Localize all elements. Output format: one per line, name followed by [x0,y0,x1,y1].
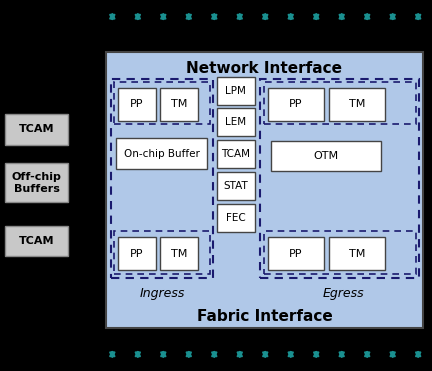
Text: FEC: FEC [226,213,246,223]
Bar [217,204,255,232]
Bar [160,237,198,270]
Text: PP: PP [289,249,303,259]
Bar [268,88,324,121]
Text: STAT: STAT [223,181,248,191]
Text: PP: PP [289,99,303,109]
Bar [329,237,385,270]
Text: Off-chip
Buffers: Off-chip Buffers [12,171,61,194]
Text: PP: PP [130,99,143,109]
Text: Ingress: Ingress [139,287,185,301]
Bar [111,79,213,278]
Text: Network Interface: Network Interface [186,61,343,76]
Text: Fabric Interface: Fabric Interface [197,309,332,324]
Bar [114,82,210,124]
Bar [118,237,156,270]
Bar [329,88,385,121]
Text: TM: TM [171,249,187,259]
Text: TCAM: TCAM [221,149,251,159]
Bar [260,79,419,278]
Text: TCAM: TCAM [19,236,54,246]
Bar [114,231,210,274]
Bar [160,88,198,121]
Bar [5,114,68,145]
Bar [217,77,255,105]
Bar [118,88,156,121]
Bar [5,163,68,202]
Text: PP: PP [130,249,143,259]
Bar [106,52,423,328]
Bar [217,172,255,200]
Bar [116,138,207,169]
Bar [5,226,68,256]
Bar [271,141,381,171]
Text: TM: TM [349,249,365,259]
Bar [217,108,255,136]
Text: TM: TM [349,99,365,109]
Text: LEM: LEM [226,117,246,127]
Text: TCAM: TCAM [19,125,54,134]
Bar [264,231,416,274]
Text: LPM: LPM [226,86,246,96]
Text: On-chip Buffer: On-chip Buffer [124,149,200,158]
Bar [264,82,416,124]
Bar [268,237,324,270]
Text: TM: TM [171,99,187,109]
Text: Egress: Egress [323,287,364,301]
Text: OTM: OTM [314,151,339,161]
Bar [217,140,255,168]
